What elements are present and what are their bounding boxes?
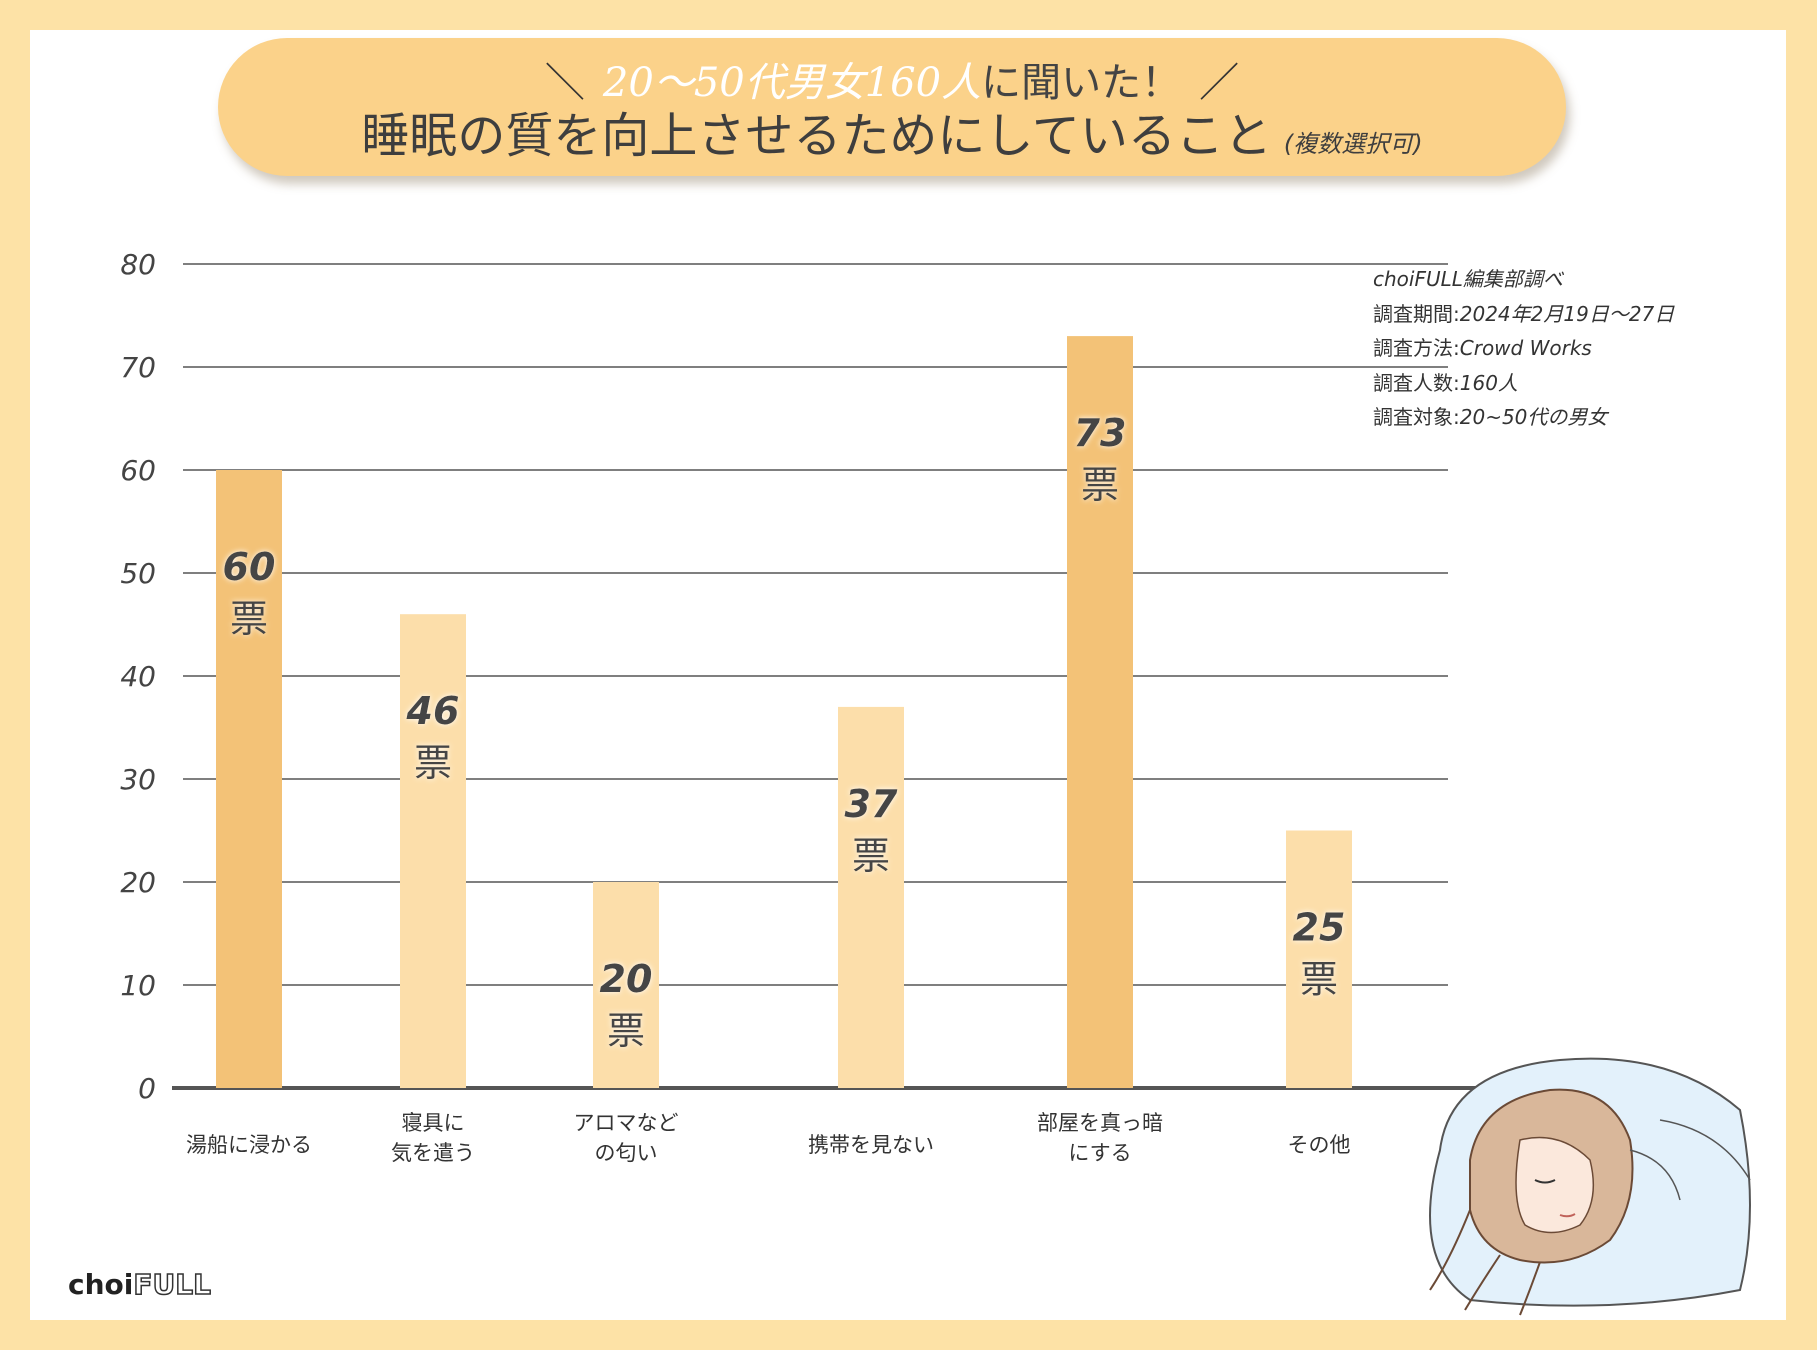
y-tick-label: 0 [138,1072,156,1105]
x-category-label: 携帯を見ない [808,1133,934,1157]
source-count: 調査人数:160人 [1373,370,1518,395]
y-tick-label: 10 [120,969,156,1002]
y-tick-label: 70 [120,351,156,384]
y-tick-label: 30 [120,763,156,796]
bar-unit-label: 票 [1081,463,1119,507]
x-category-label: 部屋を真っ暗 [1037,1111,1163,1135]
x-category-label: 気を遣う [391,1141,475,1165]
choifull-logo: choiFULL [68,1267,212,1302]
source-target: 調査対象:20~50代の男女 [1373,405,1608,429]
x-category-label: の匂い [595,1141,658,1165]
bar [216,470,282,1088]
banner-title: 睡眠の質を向上させるためにしていること (複数選択可) [218,96,1566,166]
chart-subtitle: (複数選択可) [1283,130,1423,158]
source-period: 調査期間:2024年2月19日〜27日 [1373,301,1675,326]
bar-value-label: 60 [223,545,276,589]
bar-value-label: 25 [1293,906,1346,950]
bar [593,882,659,1088]
y-tick-label: 50 [120,557,156,590]
y-tick-label: 80 [120,248,156,281]
banner-highlight-text: 20〜50代男女160人 [602,60,982,106]
banner-subheading: ＼ 20〜50代男女160人に聞いた！ ／ [218,50,1566,108]
bar [1067,336,1133,1089]
x-category-label: 寝具に [402,1111,465,1135]
bar-value-label: 37 [845,782,898,826]
banner-slash-right: ／ [1199,60,1240,106]
title-banner: ＼ 20〜50代男女160人に聞いた！ ／ 睡眠の質を向上させるためにしていること (… [218,38,1566,176]
bar-value-label: 73 [1074,411,1127,455]
banner-subheading-text: に聞いた！ [981,60,1182,106]
x-category-label: にする [1068,1141,1131,1165]
bar [400,614,466,1088]
bar-value-label: 46 [406,689,460,733]
bar-unit-label: 票 [852,834,890,878]
source-method: 調査方法:Crowd Works [1373,336,1592,360]
source-org: choiFULL編集部調べ [1373,267,1563,291]
bar-unit-label: 票 [414,741,452,785]
bar [1286,830,1352,1088]
bar-unit-label: 票 [607,1009,645,1053]
y-tick-label: 60 [120,454,156,487]
banner-slash-left: ＼ [544,60,585,106]
bar-value-label: 20 [600,957,653,1001]
x-category-label: 湯船に浸かる [186,1133,312,1157]
x-category-label: その他 [1288,1133,1351,1157]
y-tick-label: 40 [120,660,156,693]
bar-unit-label: 票 [1300,958,1338,1002]
x-category-label: アロマなど [574,1111,679,1135]
sleeping-woman-illustration [1429,1057,1751,1316]
y-tick-label: 20 [120,866,156,899]
chart-title: 睡眠の質を向上させるためにしていること [361,108,1272,164]
bar [838,706,904,1088]
bar-unit-label: 票 [230,597,268,641]
survey-source: choiFULL編集部調べ 調査期間:2024年2月19日〜27日 調査方法:C… [1373,262,1674,435]
